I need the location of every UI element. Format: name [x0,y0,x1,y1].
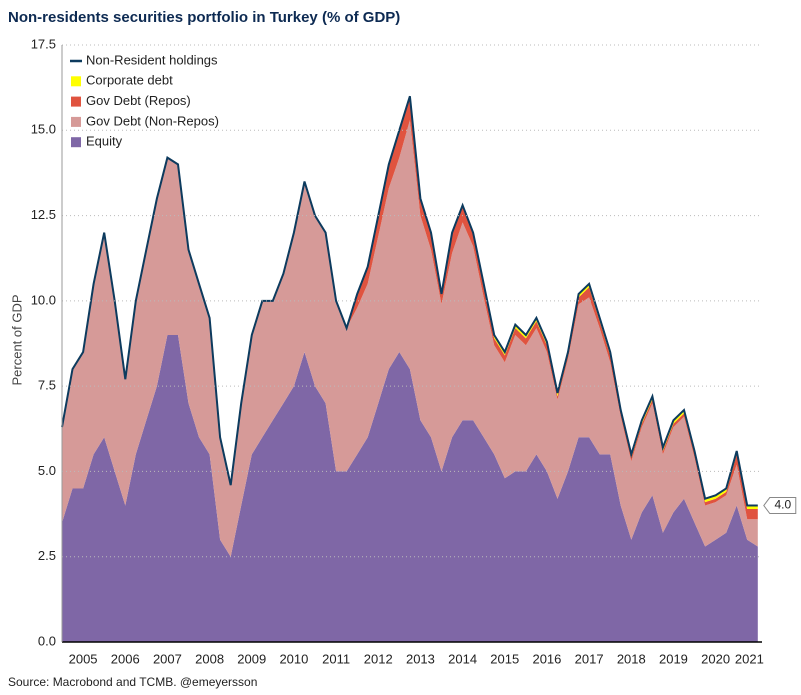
source: Source: Macrobond and TCMB. @emeyersson [8,675,257,689]
legend-swatch [71,116,81,127]
x-tick-label: 2016 [532,651,561,666]
x-tick-label: 2018 [617,651,646,666]
y-tick-label: 7.5 [38,378,56,393]
x-tick-label: 2007 [153,651,182,666]
plot-area [61,95,758,642]
legend-label: Equity [86,134,123,149]
x-tick-label: 2013 [406,651,435,666]
legend-label: Non-Resident holdings [86,52,218,67]
x-tick-label: 2010 [279,651,308,666]
x-tick-label: 2014 [448,651,477,666]
y-tick-label: 0.0 [38,633,56,648]
x-tick-label: 2005 [69,651,98,666]
x-tick-label: 2011 [322,651,350,666]
legend-swatch [71,76,81,87]
y-tick-label: 12.5 [31,207,56,222]
y-tick-label: 15.0 [31,122,56,137]
chart-title: Non-residents securities portfolio in Tu… [8,9,400,26]
value-label: 4.0 [774,498,791,512]
x-tick-label: 2017 [575,651,604,666]
area [62,335,758,642]
y-tick-label: 2.5 [38,548,56,563]
y-tick-label: 10.0 [31,292,56,307]
legend-swatch [71,137,81,148]
y-axis-label: Percent of GDP [9,294,24,385]
line [61,95,758,507]
legend-label: Gov Debt (Repos) [86,93,191,108]
x-tick-label: 2012 [364,651,393,666]
x-tick-label: 2009 [237,651,266,666]
x-tick-label: 2021 [735,651,764,666]
y-tick-label: 17.5 [31,36,56,51]
x-tick-label: 2019 [659,651,688,666]
legend-label: Corporate debt [86,73,173,88]
legend-label: Gov Debt (Non-Repos) [86,113,219,128]
value-label-box [763,497,797,515]
legend-swatch [71,96,81,107]
x-tick-label: 2008 [195,651,224,666]
x-tick-label: 2015 [490,651,519,666]
x-tick-label: 2006 [111,651,140,666]
x-tick-label: 2020 [701,651,730,666]
y-tick-label: 5.0 [38,463,56,478]
